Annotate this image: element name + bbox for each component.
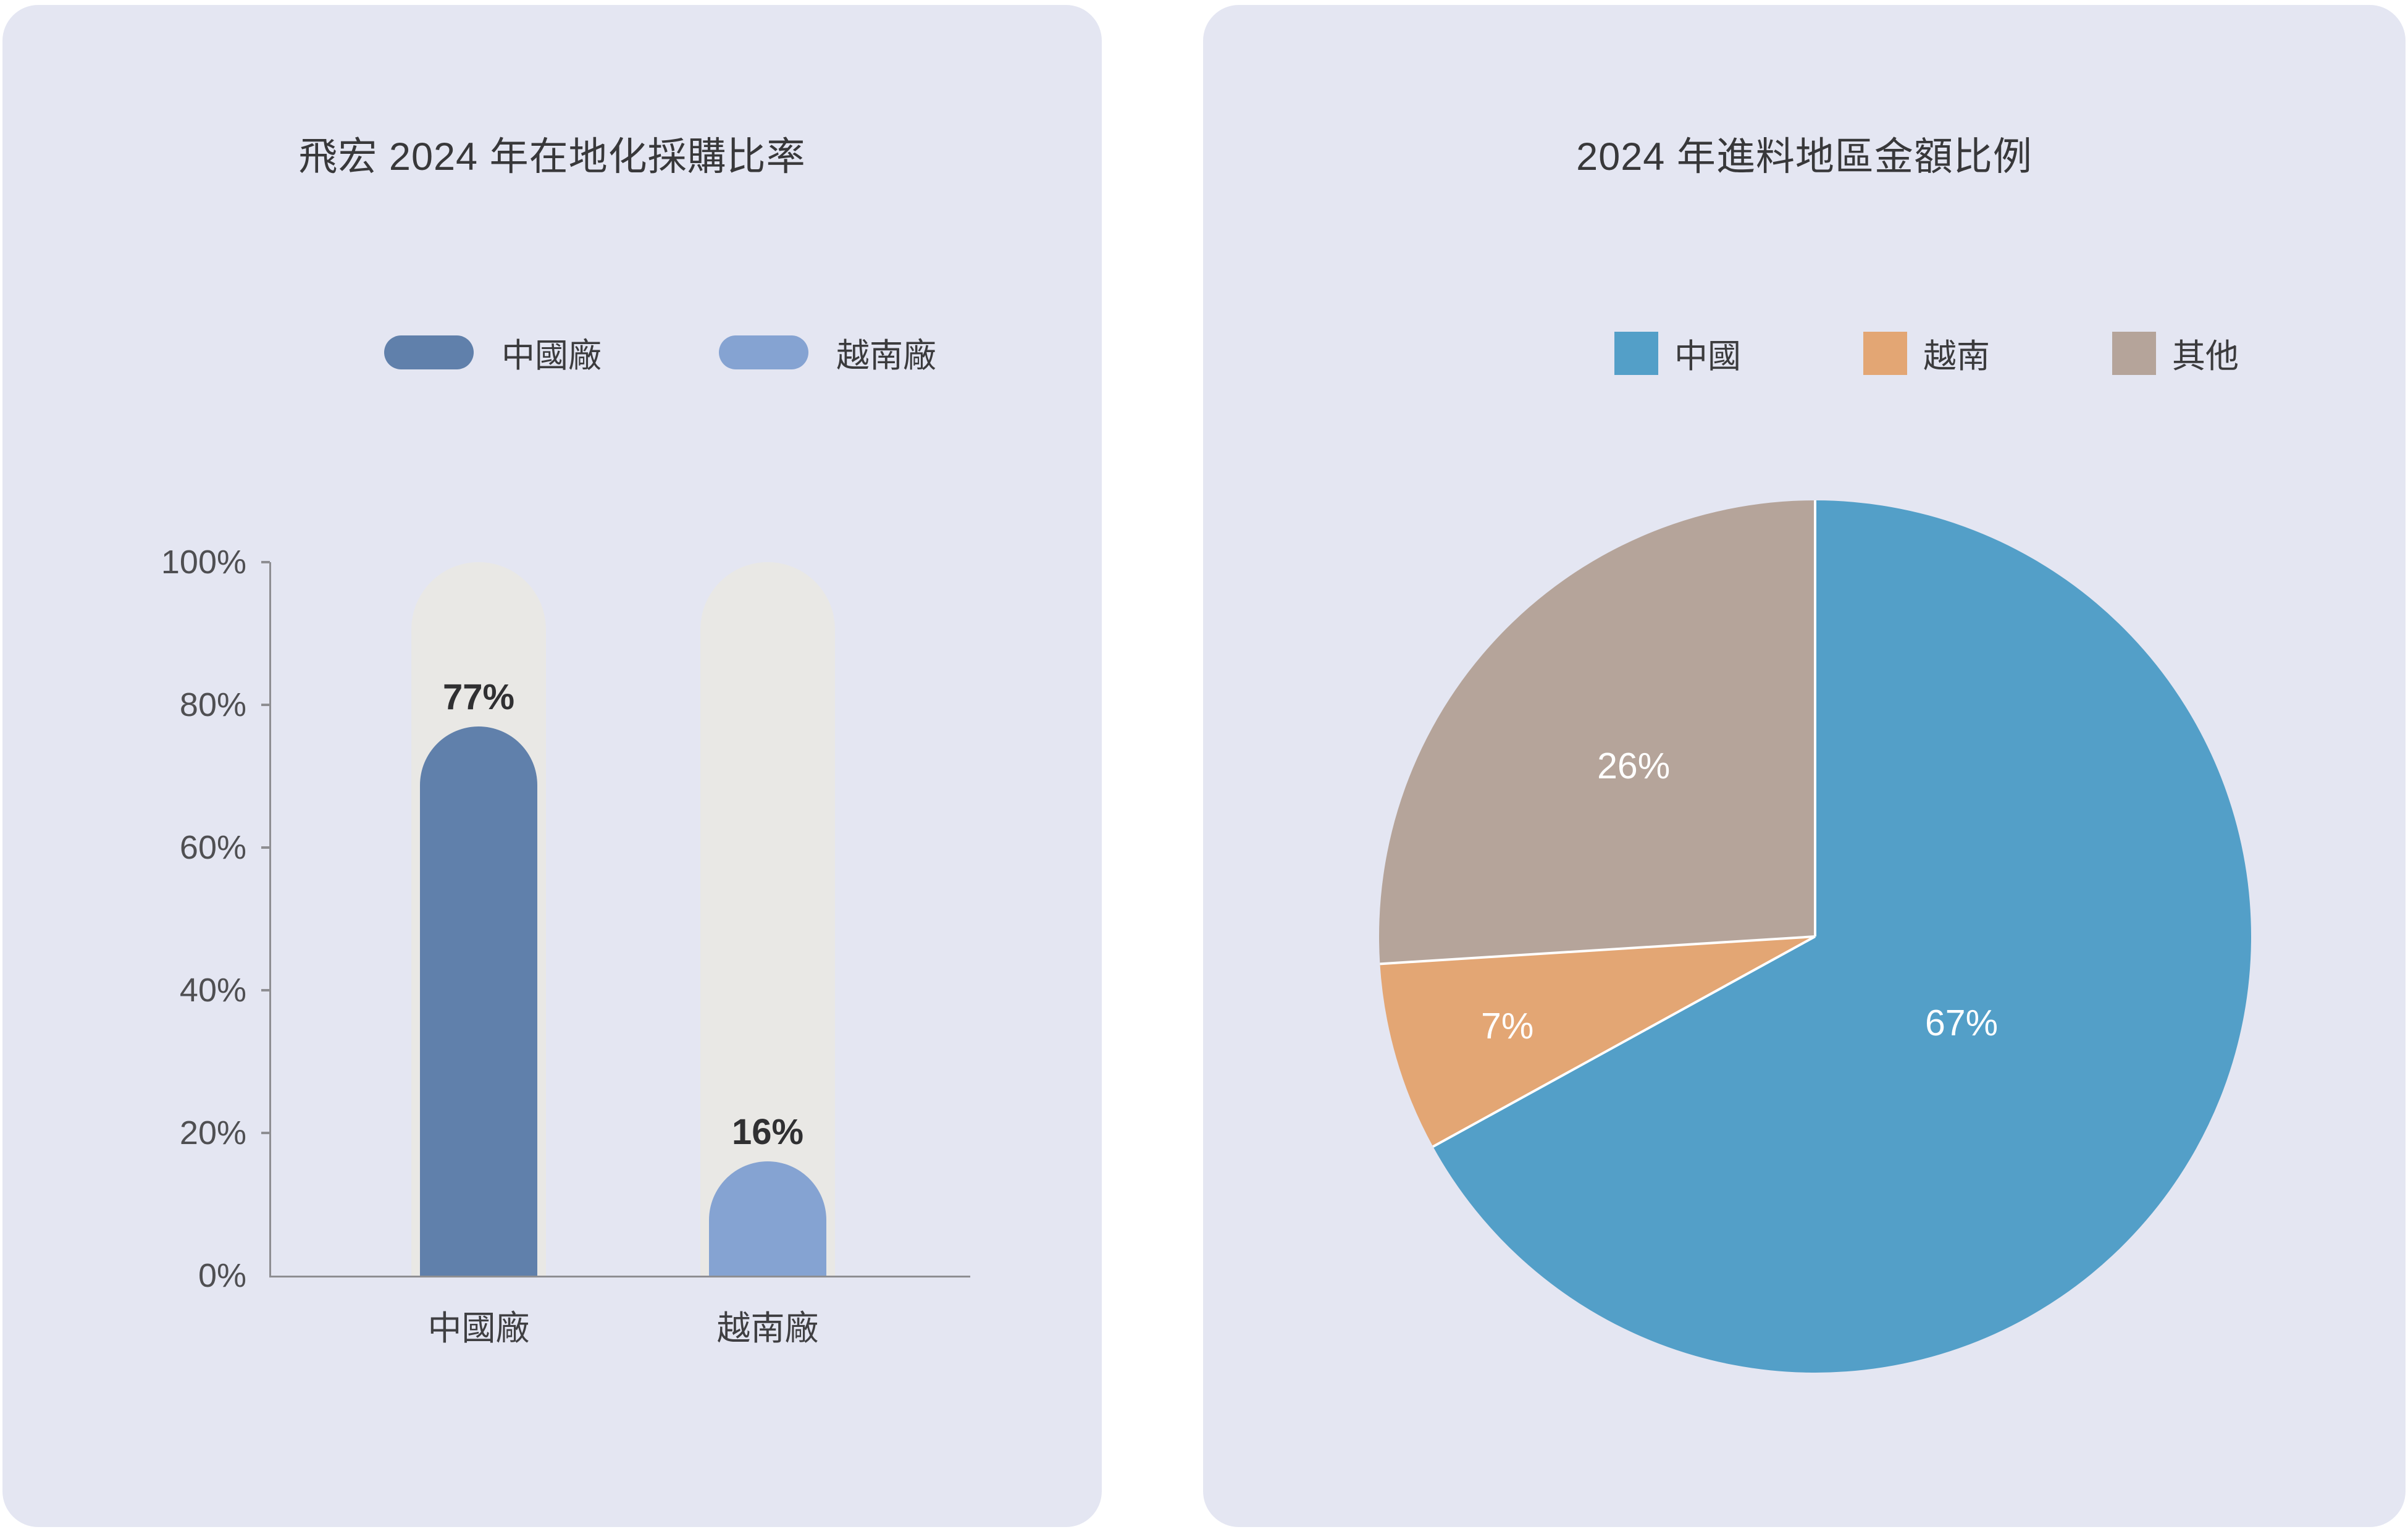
bar-value-label-越南廠: 16% (731, 1112, 804, 1152)
pie-separator-1 (1432, 935, 1816, 1148)
bar-legend-item-1: 越南廠 (719, 328, 936, 377)
bar-chart-panel: 飛宏 2024 年在地化採購比率 中國廠 越南廠 0% 20% 40% 60% 80% 10… (2, 5, 1102, 1527)
bar-legend-swatch-1 (719, 335, 808, 369)
bar-legend-swatch-0 (384, 335, 474, 369)
y-tick-mark-20% (261, 1132, 270, 1134)
bar-legend-label-0: 中國廠 (501, 337, 602, 374)
bar-越南廠 (709, 1161, 826, 1276)
pie-legend-label-2: 其他 (2172, 338, 2239, 375)
pie-legend-label-1: 越南 (1923, 338, 1990, 375)
pie-svg: 67% 7% 26% (1379, 500, 2251, 1373)
bar-chart-title: 飛宏 2024 年在地化採購比率 (298, 135, 806, 179)
pie-slice-越南 (1380, 936, 1815, 1147)
y-tick-mark-40% (261, 989, 270, 991)
pie-separator-2 (1380, 935, 1816, 966)
bar-chart-legend: 中國廠 越南廠 (384, 328, 936, 377)
y-tick-mark-80% (261, 704, 270, 706)
bar-track-越南廠 (700, 562, 835, 1276)
y-tick-label-100%: 100% (161, 544, 246, 581)
x-category-label-越南廠: 越南廠 (716, 1309, 819, 1347)
y-tick-label-40%: 40% (179, 972, 246, 1009)
pie-percentage-label-越南: 7% (1481, 1006, 1533, 1046)
pie-chart-legend: 中國 越南 其他 (1614, 329, 2239, 377)
pie-percentage-label-其他: 26% (1597, 746, 1670, 786)
pie-legend-swatch-1 (1863, 331, 1907, 375)
y-tick-label-60%: 60% (179, 829, 246, 866)
x-category-label-中國廠: 中國廠 (427, 1309, 530, 1347)
pie-legend-item-2: 其他 (2112, 329, 2239, 377)
pie-chart-panel: 2024 年進料地區金額比例 中國 越南 其他 67% 7% 26% (1203, 5, 2406, 1527)
pie-legend-swatch-2 (2112, 331, 2156, 375)
pie-legend-item-1: 越南 (1863, 329, 1990, 377)
pie-legend-label-0: 中國 (1674, 338, 1741, 375)
y-tick-mark-60% (261, 846, 270, 849)
y-tick-mark-100% (261, 561, 270, 563)
bar-plot-area: 0% 20% 40% 60% 80% 100% 77% 中國廠 16% 越南廠 (161, 544, 970, 1347)
pie-percentage-label-中國: 67% (1925, 1003, 1998, 1043)
bar-legend-item-0: 中國廠 (384, 328, 602, 377)
y-tick-label-0%: 0% (198, 1257, 246, 1294)
y-tick-label-20%: 20% (179, 1114, 246, 1151)
bar-value-label-中國廠: 77% (442, 677, 515, 717)
bar-legend-label-1: 越南廠 (836, 337, 936, 374)
bar-中國廠 (420, 726, 537, 1276)
pie-slice-中國 (1433, 500, 2251, 1373)
pie-slice-其他 (1379, 500, 1815, 964)
pie-legend-swatch-0 (1614, 331, 1658, 375)
pie-chart-title: 2024 年進料地區金額比例 (1576, 135, 2033, 179)
y-tick-label-80%: 80% (179, 686, 246, 723)
pie-legend-item-0: 中國 (1614, 329, 1741, 377)
pie-chart: 67% 7% 26% (1379, 500, 2251, 1373)
